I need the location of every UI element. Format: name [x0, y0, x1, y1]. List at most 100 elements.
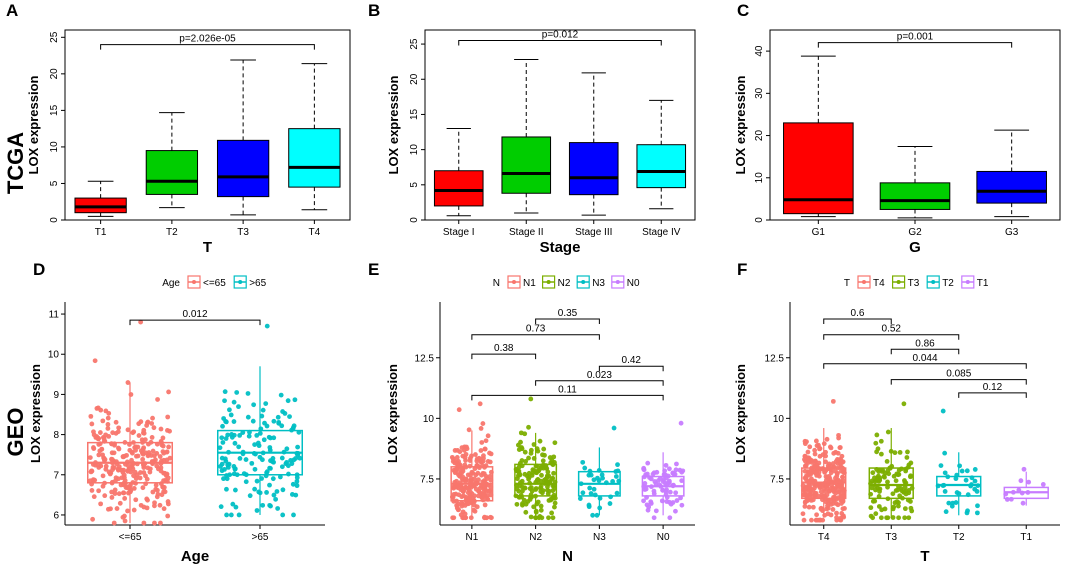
- data-point: [98, 501, 104, 507]
- box-1: [514, 463, 558, 497]
- data-point: [150, 415, 155, 421]
- data-point: [536, 515, 542, 521]
- data-point: [145, 419, 151, 425]
- legend-label: T2: [942, 278, 954, 289]
- p-value-label: 0.12: [983, 382, 1003, 393]
- data-point: [121, 467, 127, 473]
- data-point: [806, 504, 812, 510]
- legend-title: T: [844, 278, 850, 289]
- significance-bracket: [535, 318, 600, 324]
- panel-c: C 0 10 20 30 40 LOX expression G G1 G2 G3 p=0.001: [733, 1, 1061, 256]
- panel-d: D 6 7 8 9 10 11 LOX expression Age <=65 >65 0.012 Ag…: [28, 260, 325, 565]
- data-point: [824, 492, 830, 498]
- y-tick-label: 25: [409, 38, 420, 50]
- legend-key-dot: [512, 280, 516, 284]
- data-point: [614, 490, 620, 496]
- data-point: [220, 423, 225, 429]
- data-point: [814, 512, 819, 518]
- data-point: [838, 515, 844, 521]
- data-point: [957, 463, 962, 469]
- data-point: [141, 520, 147, 526]
- data-point: [546, 488, 552, 494]
- y-tick-label: 15: [49, 104, 60, 116]
- data-point: [480, 421, 486, 426]
- data-point: [117, 500, 123, 506]
- x-tick-label: G2: [908, 227, 922, 238]
- data-point: [586, 502, 592, 508]
- data-point: [478, 426, 484, 431]
- data-point: [836, 435, 842, 441]
- data-point: [830, 398, 836, 404]
- data-point: [271, 418, 277, 424]
- x-axis-label: Stage: [540, 239, 581, 256]
- data-point: [155, 466, 161, 472]
- data-point: [135, 453, 141, 459]
- data-point: [876, 504, 882, 509]
- data-point: [667, 515, 673, 521]
- x-tick-label: Stage II: [509, 227, 543, 238]
- data-point: [294, 478, 300, 484]
- data-point: [590, 512, 596, 518]
- data-point: [518, 439, 523, 445]
- data-point: [896, 515, 902, 521]
- legend-label: N0: [627, 278, 640, 289]
- x-tick-label: N0: [657, 532, 670, 543]
- box-2: [936, 475, 982, 497]
- data-point: [644, 502, 650, 508]
- data-point: [460, 466, 466, 472]
- data-point: [218, 464, 223, 469]
- data-point: [458, 512, 464, 518]
- data-point: [152, 520, 157, 526]
- data-point: [812, 451, 818, 457]
- data-point: [259, 413, 265, 419]
- data-point: [287, 414, 292, 419]
- data-point: [161, 457, 167, 463]
- data-point: [128, 392, 134, 397]
- y-tick-label: 7.5: [420, 474, 434, 485]
- data-point: [801, 517, 807, 523]
- data-point: [580, 459, 586, 465]
- data-point: [549, 510, 555, 516]
- y-tick-label: 10: [773, 414, 785, 425]
- data-point: [875, 475, 881, 481]
- data-point: [273, 496, 279, 502]
- data-point: [155, 487, 160, 493]
- data-point: [528, 396, 534, 402]
- y-tick-label: 12.5: [415, 353, 435, 364]
- data-point: [873, 511, 879, 517]
- data-point: [163, 477, 169, 483]
- data-point: [526, 424, 531, 430]
- data-point: [166, 444, 172, 450]
- y-tick-label: 25: [49, 31, 60, 43]
- data-point: [552, 500, 558, 506]
- data-point: [938, 463, 944, 468]
- box-g2: [879, 182, 951, 210]
- x-axis-label: G: [909, 239, 921, 256]
- p-value-label: 0.35: [558, 308, 578, 319]
- data-point: [482, 446, 488, 452]
- data-point: [137, 475, 143, 481]
- data-point: [661, 477, 667, 482]
- y-tick-label: 12.5: [765, 353, 785, 364]
- data-point: [280, 487, 286, 493]
- y-axis-label: LOX expression: [386, 75, 401, 174]
- data-point: [165, 427, 170, 433]
- data-point: [543, 465, 549, 471]
- data-point: [141, 465, 147, 470]
- data-point: [904, 455, 910, 460]
- data-point: [806, 455, 812, 461]
- data-point: [90, 516, 96, 522]
- y-tick-label: 7: [53, 470, 59, 481]
- y-tick-label: 10: [409, 144, 420, 156]
- data-point: [880, 469, 885, 474]
- data-point: [890, 491, 896, 497]
- data-point: [220, 440, 226, 445]
- data-point: [679, 478, 685, 484]
- points->65: [217, 323, 303, 518]
- data-point: [260, 407, 266, 413]
- data-point: [813, 517, 819, 523]
- data-point: [834, 510, 839, 516]
- y-tick-label: 0: [409, 217, 420, 223]
- data-point: [896, 471, 902, 477]
- significance-bracket: [823, 334, 960, 340]
